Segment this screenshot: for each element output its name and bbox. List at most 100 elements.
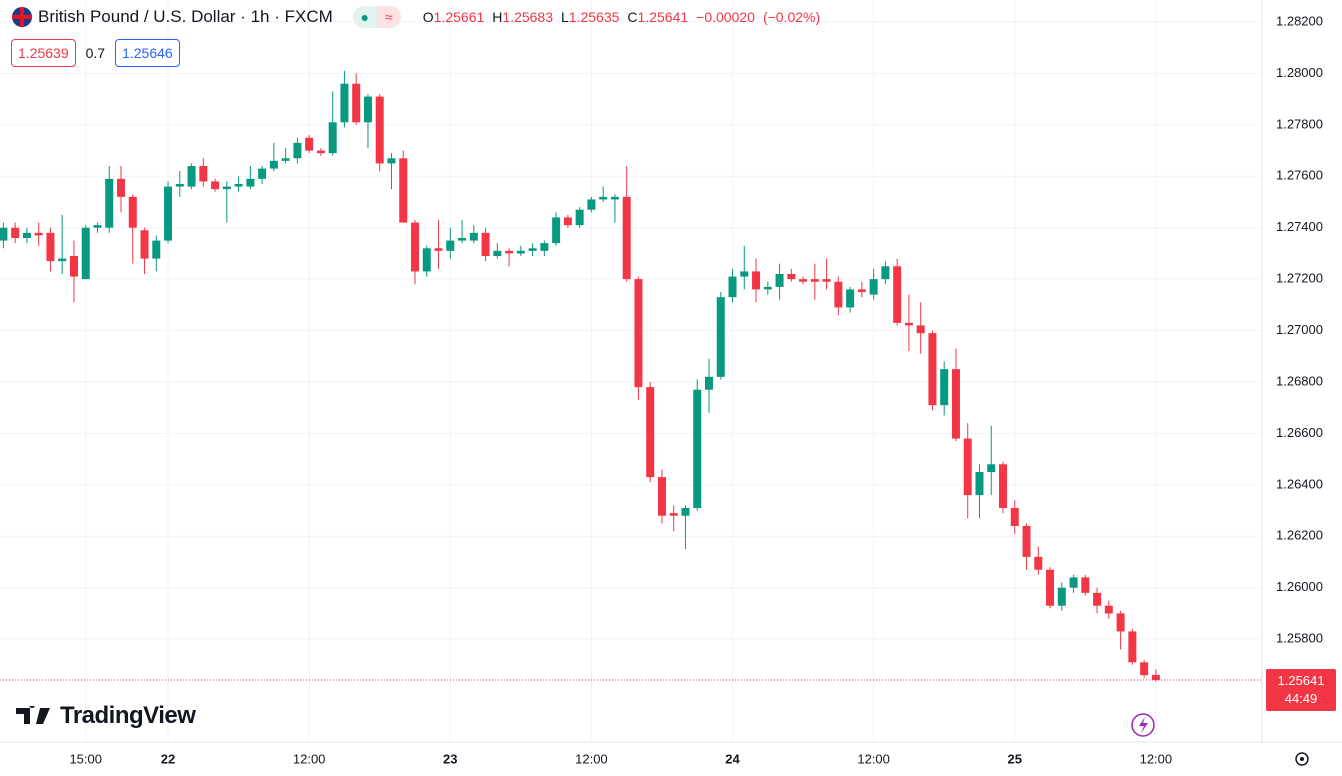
x-tick-label: 15:00: [69, 751, 102, 766]
ohlc-key: H: [492, 9, 503, 25]
status-pill[interactable]: ● ≈: [352, 6, 401, 28]
candle-body: [552, 217, 561, 244]
ohlc-value: 1.25635: [568, 9, 620, 25]
candle-body: [69, 256, 78, 277]
y-tick-label: 1.27000: [1276, 322, 1323, 337]
candle-body: [222, 186, 231, 190]
ohlc-value: 1.25683: [502, 9, 553, 25]
candle-body: [752, 271, 761, 290]
candle-body: [916, 325, 925, 334]
candle-body: [187, 166, 196, 187]
candle-body: [234, 184, 243, 187]
alert-bolt: [1139, 717, 1148, 733]
candle-body: [469, 232, 478, 241]
settings-dot: [1300, 757, 1304, 761]
candle-body: [893, 266, 902, 323]
x-tick-label: 12:00: [857, 751, 890, 766]
candle-body: [399, 158, 408, 223]
candle-body: [175, 184, 184, 187]
candle-body: [516, 250, 525, 254]
data-status: ≈: [376, 6, 401, 28]
candle-body: [622, 196, 631, 280]
x-tick-label: 25: [1008, 751, 1022, 766]
candle-body: [1010, 508, 1019, 526]
last-price-label: 1.25641 44:49: [1266, 669, 1336, 711]
candle-body: [951, 369, 960, 439]
ohlc-item: C1.25641: [627, 9, 688, 25]
brand-logo: TradingView: [16, 702, 196, 730]
candle-body: [834, 281, 843, 308]
alert-icon[interactable]: [1131, 713, 1155, 737]
flag-icon: [12, 7, 32, 27]
ohlc-item: O1.25661: [423, 9, 485, 25]
candle-body: [58, 258, 67, 262]
y-tick-label: 1.26200: [1276, 528, 1323, 543]
candle-body: [846, 289, 855, 308]
candle-body: [269, 160, 278, 169]
candle-body: [1022, 526, 1031, 557]
ohlc-legend: O1.25661 H1.25683 L1.25635 C1.25641 −0.00020…: [423, 9, 820, 25]
y-tick-label: 1.27400: [1276, 219, 1323, 234]
y-tick-label: 1.26000: [1276, 579, 1323, 594]
ohlc-value: 1.25661: [433, 9, 485, 25]
candle-body: [681, 508, 690, 516]
candle-body: [657, 477, 666, 516]
y-tick-label: 1.26400: [1276, 476, 1323, 491]
candle-body: [728, 276, 737, 298]
candle-body: [904, 322, 913, 326]
countdown: 44:49: [1284, 691, 1318, 706]
candle-body: [117, 178, 125, 197]
candle-body: [705, 376, 713, 390]
candle-body: [940, 369, 949, 406]
y-tick-label: 1.26800: [1276, 373, 1323, 388]
candle-body: [352, 83, 361, 123]
change-percent: (−0.02%): [762, 9, 821, 25]
candle-body: [316, 150, 325, 154]
candle-body: [810, 279, 819, 282]
candle-body: [281, 158, 290, 161]
candle-body: [799, 279, 808, 282]
candle-body: [446, 240, 455, 251]
candle-body: [540, 243, 549, 251]
candle-body: [387, 158, 396, 164]
candle-body: [411, 222, 419, 272]
candle-body: [575, 209, 584, 226]
ohlc-value: 1.25641: [637, 9, 689, 25]
change: −0.00020: [696, 9, 755, 25]
candle-body: [963, 438, 972, 496]
candle-body: [434, 248, 443, 251]
candle-body: [716, 297, 725, 377]
x-tick-label: 12:00: [1140, 751, 1173, 766]
chart-title[interactable]: British Pound / U.S. Dollar · 1h · FXCM: [38, 7, 333, 26]
candle-body: [1093, 592, 1102, 606]
ask-button[interactable]: 1.25646: [115, 39, 180, 67]
candle-body: [164, 186, 173, 241]
candle-body: [1046, 569, 1055, 606]
grid: [0, 0, 1262, 742]
candle-body: [93, 225, 102, 228]
candle-body: [481, 232, 490, 256]
candle-body: [740, 271, 749, 277]
candle-body: [669, 513, 678, 516]
last-price: 1.25641: [1277, 673, 1325, 688]
candle-body: [46, 232, 55, 262]
settings-icon[interactable]: [1295, 752, 1309, 766]
bid-button[interactable]: 1.25639: [11, 39, 76, 67]
candle-body: [587, 199, 596, 210]
y-tick-label: 1.27600: [1276, 168, 1323, 183]
candle-body: [375, 96, 384, 164]
candle-body: [610, 196, 619, 200]
candle-body: [646, 387, 655, 478]
y-tick-label: 1.28000: [1276, 65, 1323, 80]
brand-mark: [16, 706, 50, 724]
candles: [0, 70, 1160, 682]
candle-body: [693, 389, 702, 508]
candle-body: [1128, 631, 1137, 663]
candle-body: [881, 266, 890, 280]
candle-body: [140, 230, 149, 259]
candle-body: [105, 178, 114, 228]
x-tick-label: 12:00: [293, 751, 326, 766]
candle-body: [293, 142, 302, 159]
candle-body: [822, 279, 831, 282]
